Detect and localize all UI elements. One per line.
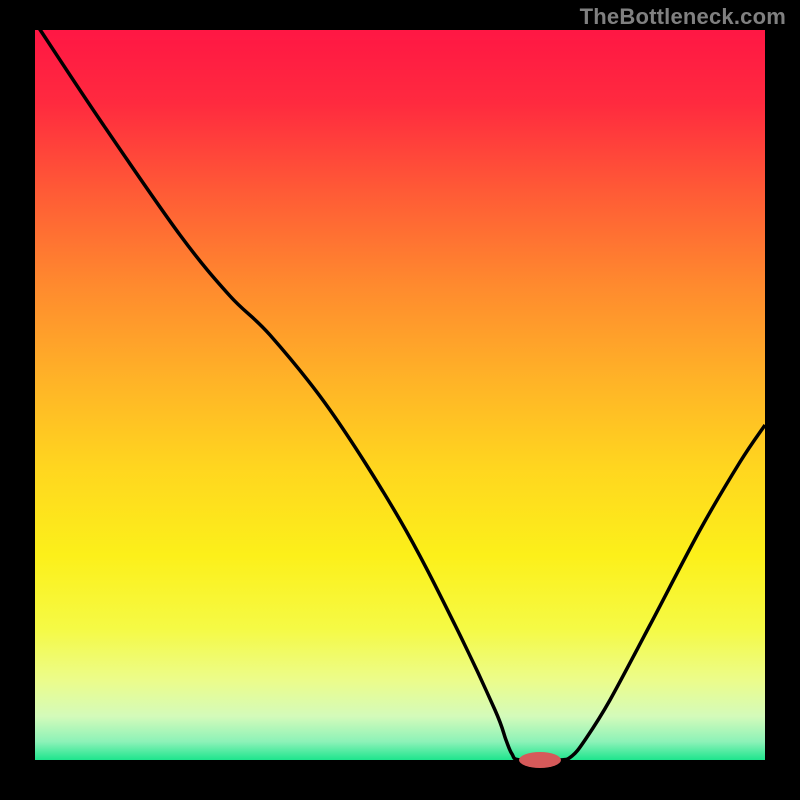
watermark-text: TheBottleneck.com: [580, 4, 786, 30]
plot-background: [35, 30, 765, 760]
optimal-marker: [519, 752, 561, 768]
bottleneck-chart: [0, 0, 800, 800]
chart-container: TheBottleneck.com: [0, 0, 800, 800]
